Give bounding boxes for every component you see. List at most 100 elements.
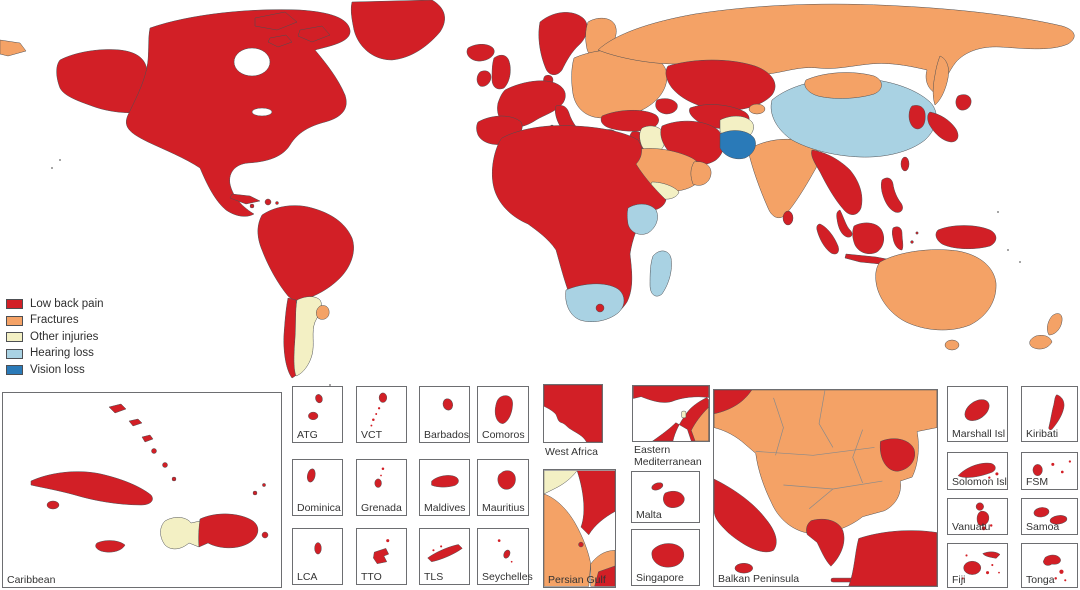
inset-label-vanuatu: Vanuatu [952,521,991,533]
legend-label-fractures: Fractures [30,314,79,327]
inset-maldives: Maldives [419,459,470,516]
inset-label-singapore: Singapore [636,572,684,584]
region-jamaica [249,203,255,209]
inset-barbados: Barbados [419,386,470,443]
region-ireland [476,70,492,87]
legend-swatch-hearing-loss [6,348,23,359]
region-north-america [126,9,351,217]
dominican-republic [198,513,259,549]
haiti [160,517,202,550]
legend-item-fractures: Fractures [6,313,104,330]
legend-swatch-vision-loss [6,365,23,376]
region-oman-uae [690,161,712,186]
region-lesotho [595,303,605,313]
region-sulawesi [892,226,904,251]
inset-malta: Malta [631,471,700,523]
inset-balkan-peninsula: Balkan Peninsula [713,389,938,587]
pg-iraq [544,470,578,495]
region-philippines [881,177,903,213]
inset-label-fsm: FSM [1026,476,1049,488]
region-uk [491,54,511,90]
inset-label-fiji: Fiji [952,574,966,586]
world-map [0,0,1075,386]
inset-solomon-islands: Solomon Isl [947,452,1008,490]
inset-tls: TLS [419,528,470,585]
region-hispaniola [264,198,272,206]
region-sumatra [816,223,839,255]
region-japan-honshu [927,111,959,143]
inset-kiribati: Kiribati [1021,386,1078,442]
inset-label-solomon: Solomon Isl [952,476,1007,488]
inset-vanuatu: Vanuatu [947,498,1008,535]
balkan-italy [714,478,777,553]
region-cuba [229,193,261,205]
inset-label-lca: LCA [297,571,318,583]
region-arctic-islands [254,11,298,31]
balkan-turkey [848,530,937,586]
balkan-top-left-red [714,390,752,415]
inset-comoros: Comoros [477,386,529,443]
legend-item-hearing-loss: Hearing loss [6,346,104,363]
inset-label-barbados: Barbados [424,429,469,441]
inset-label-balkan-peninsula: Balkan Peninsula [718,573,800,585]
region-kyrgyzstan-tajikistan [748,103,766,115]
region-arctic-islands [297,25,331,43]
legend-swatch-fractures [6,315,23,326]
inset-label-persian-gulf: Persian Gulf [548,574,606,586]
inset-label-malta: Malta [636,509,662,521]
inset-fsm: FSM [1021,452,1078,490]
emed-arabia [691,406,709,441]
legend-item-other-injuries: Other injuries [6,329,104,346]
inset-samoa: Samoa [1021,498,1078,535]
balkan-sicily [734,562,753,574]
inset-label-tls: TLS [424,571,444,583]
emed-turkey-egypt [633,386,709,441]
region-greenland [350,0,445,61]
legend-label-vision-loss: Vision loss [30,363,85,376]
region-south-africa [565,283,625,322]
inset-eastern-mediterranean [632,385,710,442]
region-korea [908,105,926,130]
inset-label-kiribati: Kiribati [1026,428,1059,440]
inset-label-samoa: Samoa [1026,521,1060,533]
region-taiwan [900,156,910,172]
inset-label-vct: VCT [361,429,382,441]
region-africa [492,125,667,321]
balkan-internal-borders [755,390,883,510]
inset-dominica: Dominica [292,459,343,516]
jamaica [95,540,126,553]
inset-persian-gulf: Persian Gulf [543,469,616,588]
region-puerto-rico [275,201,279,205]
region-new-guinea [935,225,997,249]
legend-item-low-back-pain: Low back pain [6,296,104,313]
inset-label-atg: ATG [297,429,318,441]
region-australia [875,249,997,331]
legend-swatch-other-injuries [6,332,23,343]
cuba [30,471,153,506]
region-chukotka [0,39,27,57]
micro-islands [51,159,1021,386]
legend-label-hearing-loss: Hearing loss [30,347,94,360]
inset-label-tto: TTO [361,571,382,583]
inset-west-africa [543,384,603,443]
legend-label-low-back-pain: Low back pain [30,297,104,310]
inset-caribbean: Caribbean [2,392,282,588]
inset-mauritius: Mauritius [477,459,529,516]
inset-singapore: Singapore [631,529,700,586]
region-japan-hokkaido [955,94,972,111]
region-borneo [852,222,885,254]
inset-label-comoros: Comoros [482,429,525,441]
hudson-bay [233,47,271,77]
region-iceland [466,44,495,62]
inset-label-grenada: Grenada [361,502,402,514]
region-mongolia [804,72,882,99]
region-arctic-islands [267,34,293,48]
inset-atg: ATG [292,386,343,443]
region-new-zealand-south [1029,335,1053,350]
region-kamchatka [932,55,949,106]
bahamas-islands [108,403,266,496]
region-uruguay [316,305,330,320]
balkan-greece [806,518,845,567]
inset-label-mauritius: Mauritius [482,502,525,514]
